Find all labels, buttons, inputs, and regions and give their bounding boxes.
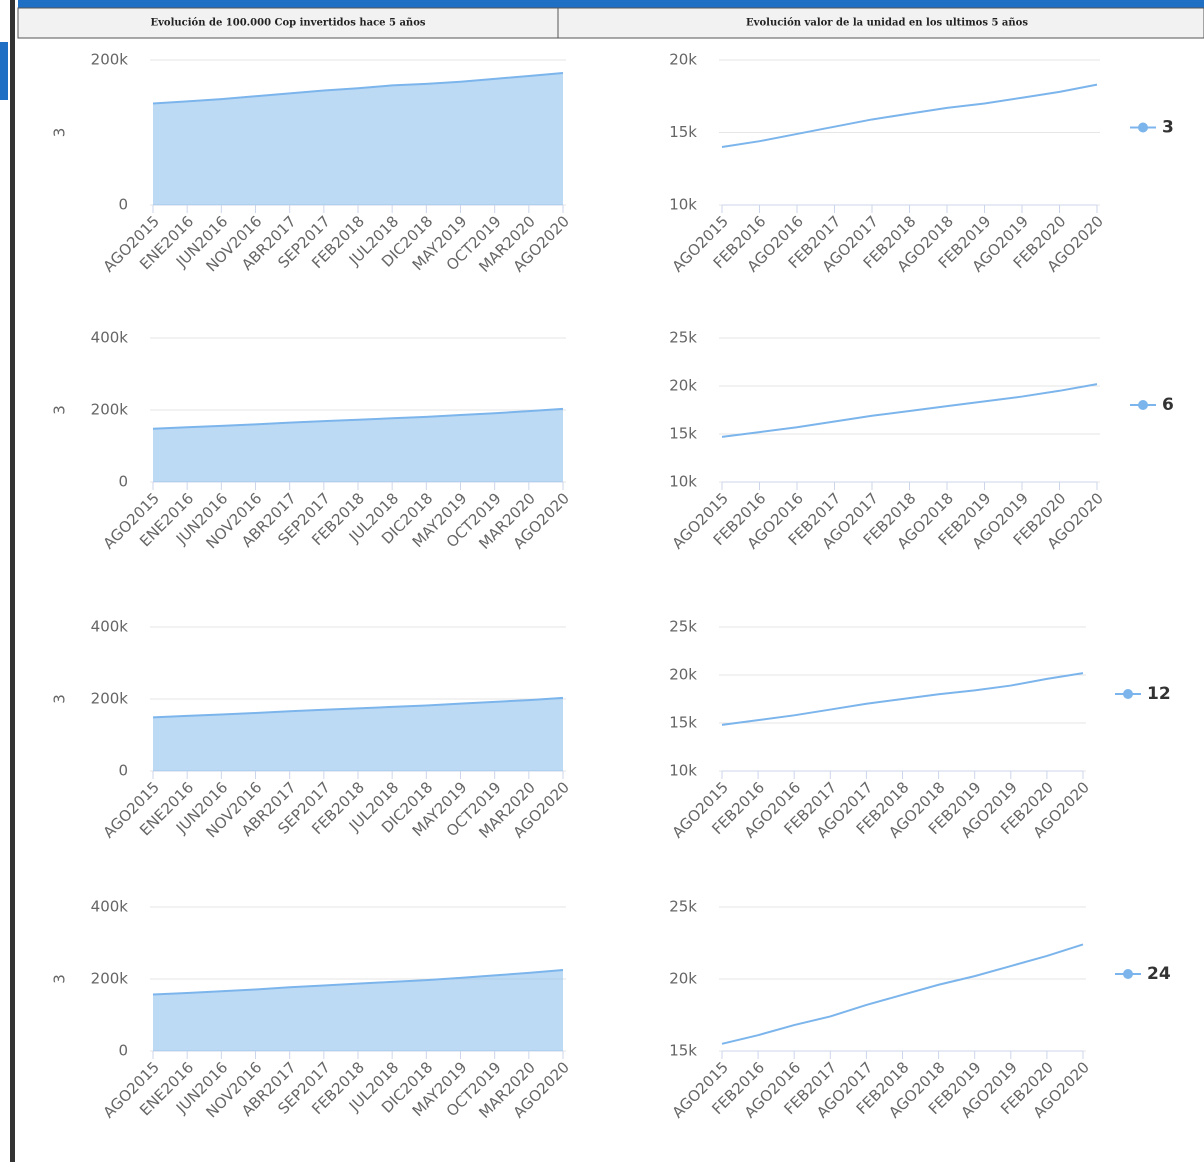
y-tick-label: 10k <box>669 762 697 780</box>
area <box>153 73 563 205</box>
y-axis-label: 3 <box>51 128 69 138</box>
y-tick-label: 20k <box>669 970 697 988</box>
y-tick-label: 400k <box>91 618 129 636</box>
legend-label: 12 <box>1147 684 1171 704</box>
legend-label: 24 <box>1147 964 1171 984</box>
line <box>721 943 1084 1045</box>
y-tick-label: 15k <box>669 123 697 141</box>
sidebar <box>0 0 10 1162</box>
y-tick-label: 0 <box>118 196 128 214</box>
legend-marker <box>1123 689 1133 699</box>
y-tick-label: 25k <box>669 898 697 916</box>
header-title: Evolución de 100.000 Cop invertidos hace… <box>150 18 425 29</box>
y-tick-label: 200k <box>91 970 129 988</box>
y-tick-label: 20k <box>669 377 697 395</box>
area <box>153 408 563 482</box>
y-tick-label: 20k <box>669 51 697 69</box>
y-tick-label: 15k <box>669 425 697 443</box>
legend-label: 6 <box>1162 395 1174 415</box>
y-axis-label: 3 <box>51 405 69 415</box>
y-tick-label: 0 <box>118 1042 128 1060</box>
line <box>152 696 564 719</box>
legend-marker <box>1138 122 1148 133</box>
line <box>721 83 1098 148</box>
y-axis-label: 3 <box>51 694 69 704</box>
line <box>152 407 564 430</box>
line <box>152 969 564 996</box>
area <box>153 697 563 771</box>
y-tick-label: 200k <box>91 401 129 419</box>
y-tick-label: 0 <box>118 473 128 491</box>
legend-label: 3 <box>1162 118 1174 138</box>
y-tick-label: 10k <box>669 196 697 214</box>
y-tick-label: 200k <box>91 51 129 69</box>
line <box>721 672 1084 726</box>
header-cell <box>557 7 1204 39</box>
sidebar-border <box>10 0 15 1162</box>
line <box>721 383 1098 438</box>
legend-marker <box>1138 400 1148 410</box>
y-tick-label: 25k <box>669 618 697 636</box>
y-tick-label: 15k <box>669 714 697 732</box>
line <box>152 72 564 105</box>
sidebar-active <box>0 42 8 100</box>
y-tick-label: 10k <box>669 473 697 491</box>
y-tick-label: 20k <box>669 666 697 684</box>
y-axis-label: 3 <box>51 974 69 984</box>
legend-marker <box>1123 969 1133 979</box>
y-tick-label: 0 <box>118 762 128 780</box>
header-title: Evolución valor de la unidad en los ulti… <box>746 18 1028 29</box>
top-bar <box>18 0 1204 8</box>
y-tick-label: 400k <box>91 898 129 916</box>
y-tick-label: 15k <box>669 1042 697 1060</box>
y-tick-label: 400k <box>91 329 129 347</box>
header-cell <box>17 7 559 39</box>
y-tick-label: 25k <box>669 329 697 347</box>
y-tick-label: 200k <box>91 690 129 708</box>
